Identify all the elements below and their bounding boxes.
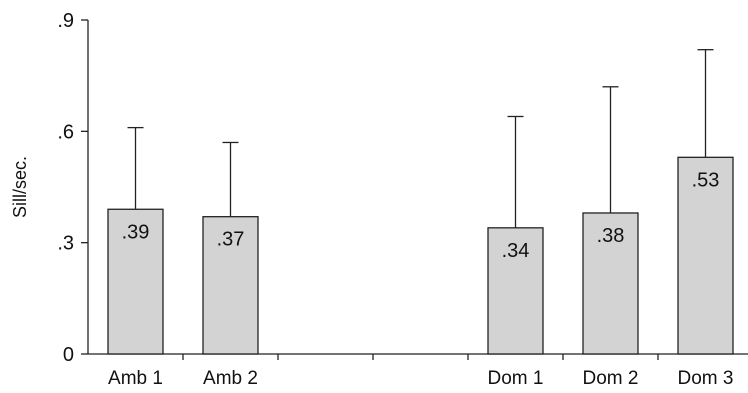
y-tick-label: .9 <box>57 10 74 32</box>
data-label: .53 <box>692 169 720 191</box>
x-tick-label: Amb 1 <box>108 368 163 389</box>
x-tick-label: Dom 1 <box>488 368 544 389</box>
plot-area: 0 .3 .6 .9 .39 Amb 1 .37 Amb 2 .34 Dom 1 .38 Dom 2.… <box>57 10 748 389</box>
y-tick-label: .3 <box>57 233 74 255</box>
bar <box>202 216 259 355</box>
data-label: .39 <box>122 221 150 243</box>
data-label: .38 <box>597 225 625 247</box>
x-tick-label: Dom 3 <box>678 368 734 389</box>
x-tick-label: Dom 2 <box>583 368 639 389</box>
bar <box>677 156 734 355</box>
data-label: .37 <box>217 229 245 251</box>
y-tick-label: .6 <box>57 121 74 143</box>
bar <box>582 212 639 355</box>
y-axis-title: Sill/sec. <box>10 156 30 218</box>
bar <box>107 208 164 355</box>
bar <box>487 227 544 355</box>
x-tick-label: Amb 2 <box>203 368 258 389</box>
y-tick-label: 0 <box>63 344 74 366</box>
data-label: .34 <box>502 240 530 262</box>
